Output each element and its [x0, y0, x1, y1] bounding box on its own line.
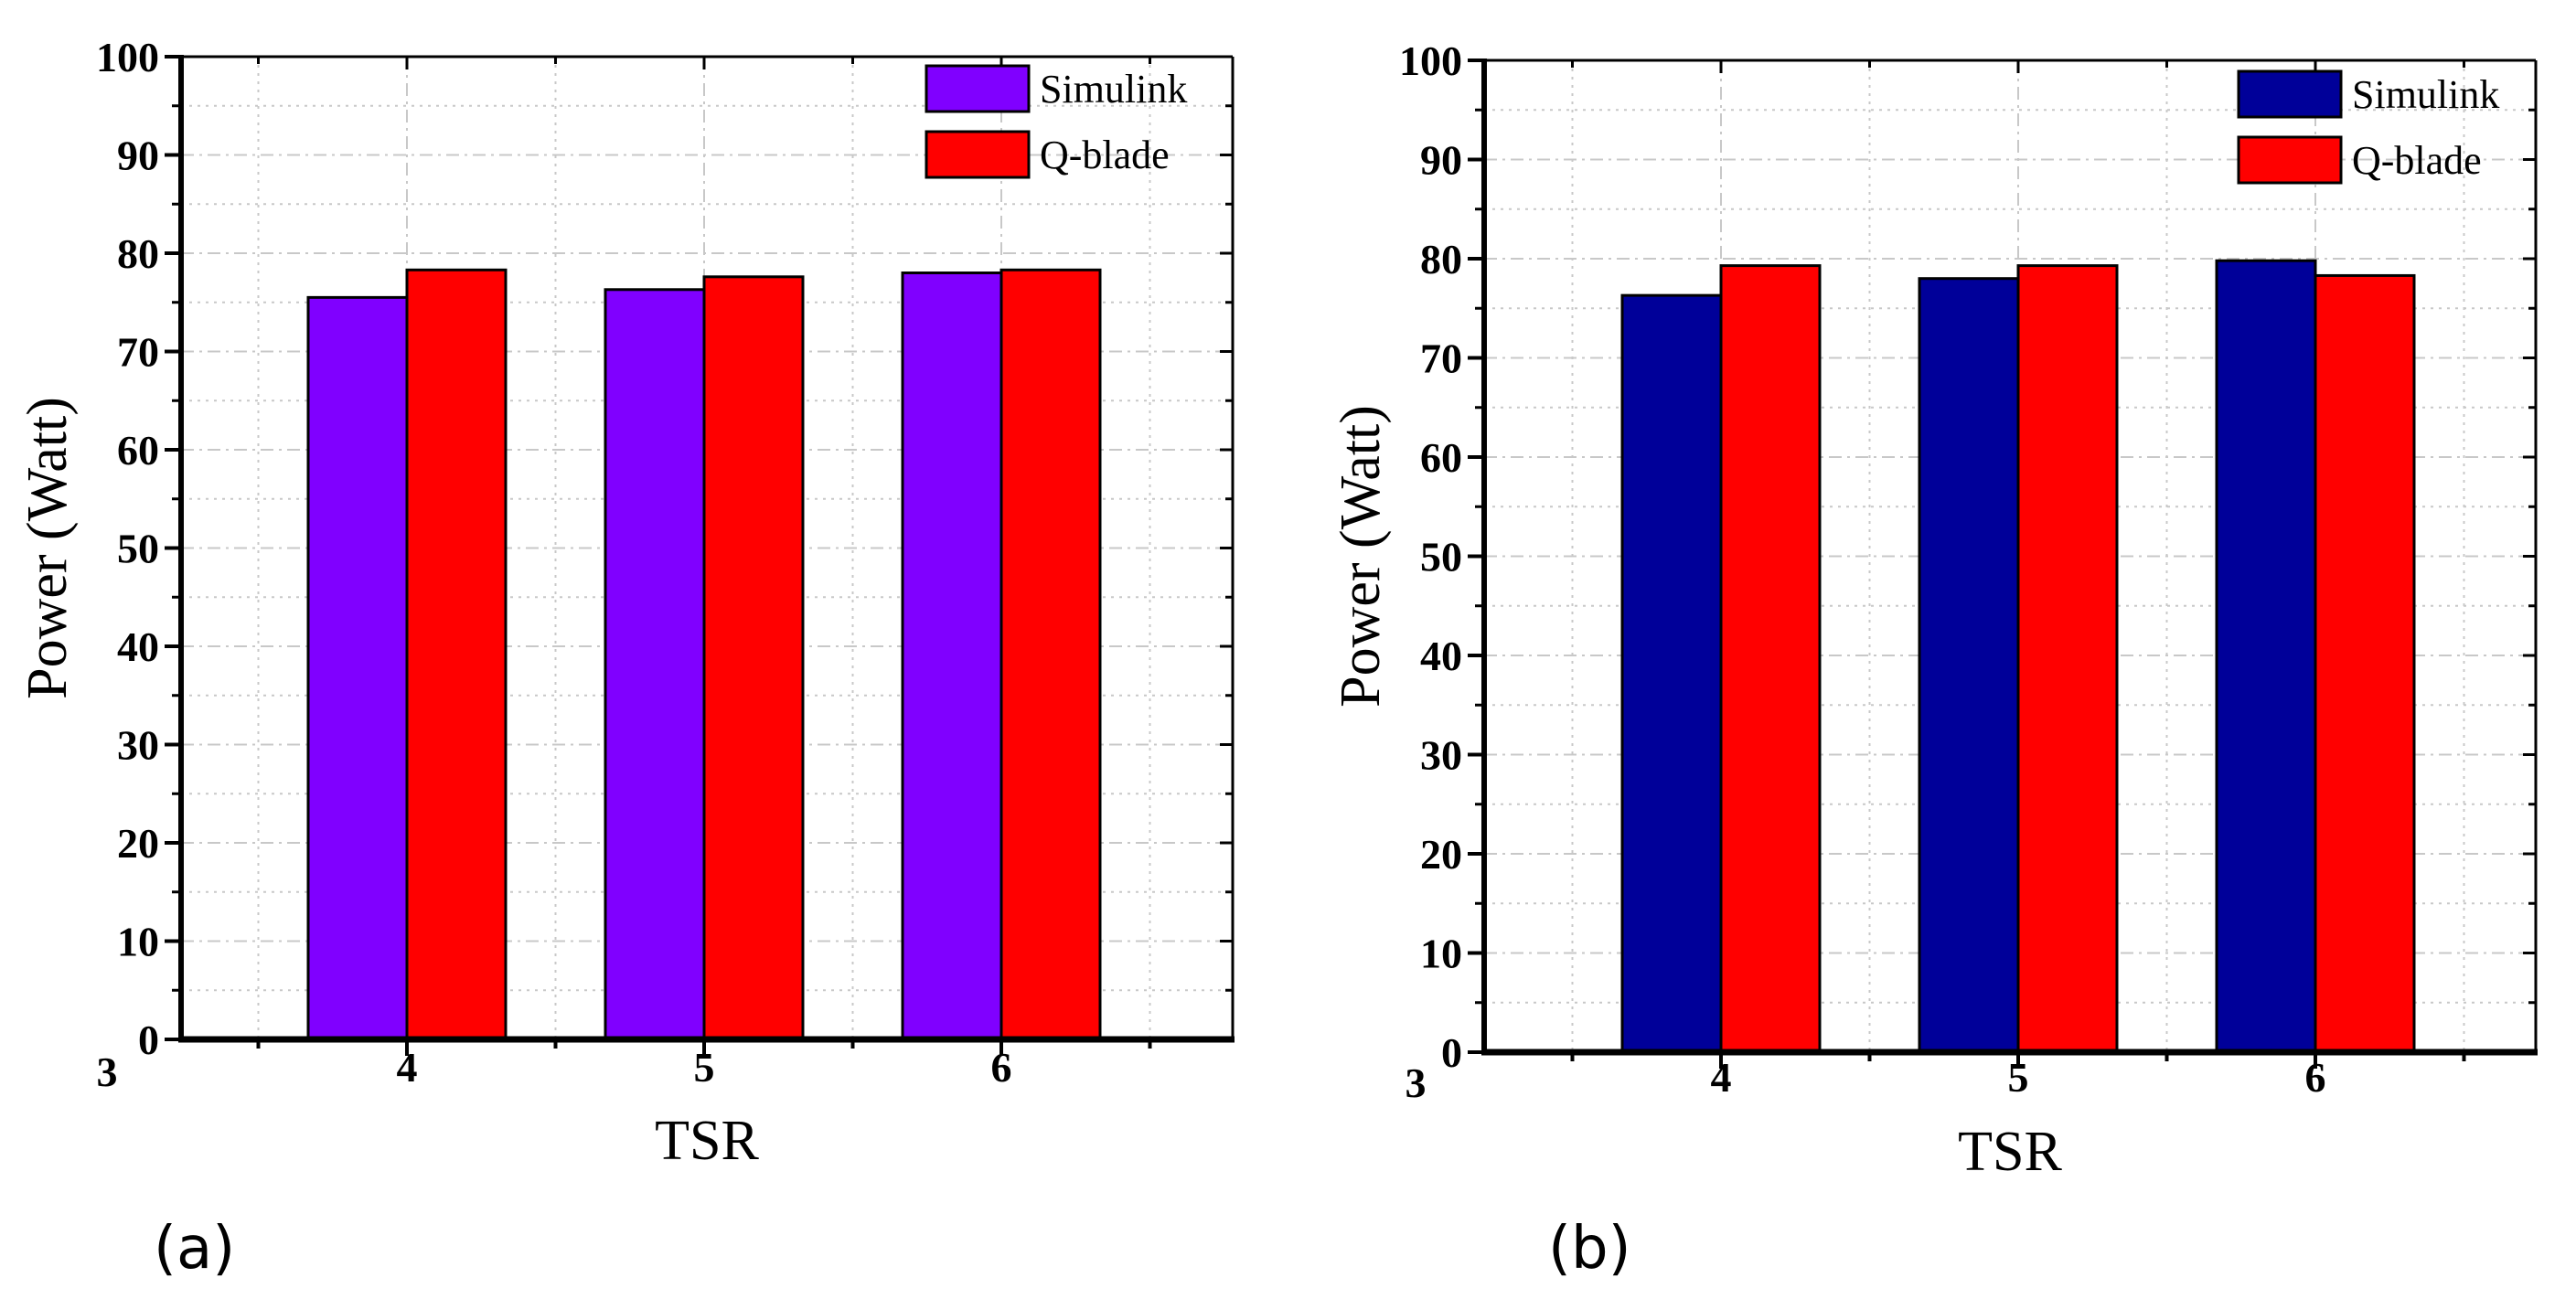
bar-simulink-tsr-6 [2215, 259, 2317, 1054]
bar-q-blade-tsr-5 [2016, 264, 2119, 1054]
y-tick-label: 30 [117, 722, 159, 769]
y-tick-label: 70 [117, 329, 159, 376]
bar-simulink-tsr-4 [1620, 293, 1723, 1054]
y-tick-label: 0 [138, 1017, 159, 1063]
x-tick-label: 5 [694, 1044, 715, 1091]
y-tick-label: 10 [117, 919, 159, 965]
bar-simulink-tsr-5 [604, 288, 706, 1041]
x-start-label: 3 [97, 1049, 118, 1095]
y-tick-label: 20 [117, 820, 159, 867]
x-tick-label: 6 [991, 1044, 1012, 1091]
y-tick-label: 90 [117, 133, 159, 179]
bar-q-blade-tsr-6 [999, 268, 1102, 1041]
x-tick-label: 4 [1711, 1054, 1732, 1101]
bar-q-blade-tsr-4 [1719, 264, 1822, 1054]
y-tick-label: 50 [1420, 534, 1462, 580]
bar-q-blade-tsr-5 [702, 275, 805, 1041]
legend-label-q-blade: Q-blade [2352, 138, 2482, 183]
y-tick-label: 30 [1420, 732, 1462, 779]
panel-label: (b) [1548, 1215, 1631, 1283]
y-tick-label: 50 [117, 526, 159, 572]
y-axis-title: Power (Watt) [16, 397, 79, 699]
y-tick-label: 80 [117, 230, 159, 277]
y-tick-label: 60 [117, 427, 159, 474]
y-tick-label: 10 [1420, 931, 1462, 977]
y-axis-title: Power (Watt) [1330, 405, 1392, 708]
x-axis-title: TSR [655, 1110, 759, 1172]
y-tick-label: 60 [1420, 434, 1462, 481]
y-tick-label: 100 [96, 34, 159, 80]
bar-simulink-tsr-4 [306, 295, 409, 1041]
chart-a: 0 10 20 30 40 50 60 70 80 90 100 4 5 6 3 TSR Power (Watt… [16, 34, 1235, 1283]
y-tick-label: 40 [1420, 633, 1462, 679]
y-tick-label: 70 [1420, 335, 1462, 382]
bar-simulink-tsr-6 [901, 272, 1003, 1041]
y-tick-label: 100 [1399, 37, 1462, 84]
y-tick-label: 40 [117, 623, 159, 670]
legend-label-q-blade: Q-blade [1040, 133, 1170, 177]
x-tick-label: 6 [2305, 1054, 2326, 1101]
x-tick-label: 4 [397, 1044, 418, 1091]
y-tick-label: 80 [1420, 236, 1462, 282]
legend-swatch-q-blade [925, 130, 1031, 179]
legend-swatch-simulink [2237, 69, 2343, 119]
legend-swatch-q-blade [2237, 135, 2343, 185]
panel-label: (a) [154, 1215, 235, 1283]
x-start-label: 3 [1406, 1059, 1427, 1106]
x-tick-label: 5 [2008, 1054, 2029, 1101]
legend-label-simulink: Simulink [1040, 67, 1187, 112]
bar-simulink-tsr-5 [1918, 277, 2020, 1054]
chart-b: 0 10 20 30 40 50 60 70 80 90 100 4 5 6 3 TSR Power (Watt… [1330, 37, 2538, 1283]
legend: Simulink Q-blade [925, 64, 1187, 179]
y-tick-label: 0 [1441, 1029, 1462, 1076]
legend-label-simulink: Simulink [2352, 72, 2499, 117]
bar-q-blade-tsr-4 [405, 268, 508, 1041]
y-tick-label: 20 [1420, 831, 1462, 878]
legend: Simulink Q-blade [2237, 69, 2499, 185]
legend-swatch-simulink [925, 64, 1031, 113]
bar-q-blade-tsr-6 [2314, 273, 2416, 1054]
y-tick-label: 90 [1420, 137, 1462, 184]
x-axis-title: TSR [1958, 1121, 2062, 1183]
